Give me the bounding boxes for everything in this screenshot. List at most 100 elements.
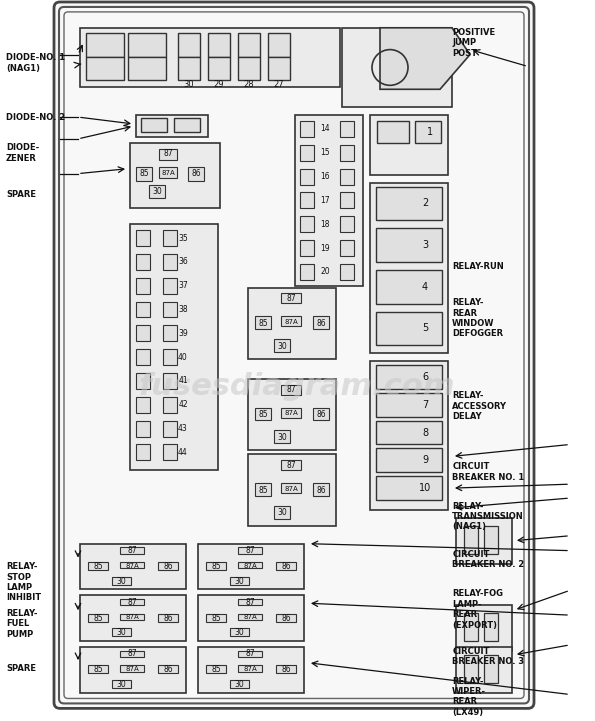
Bar: [370, 182, 448, 353]
Bar: [163, 301, 177, 317]
Bar: [376, 270, 442, 304]
Text: 85: 85: [211, 614, 221, 623]
Bar: [163, 278, 177, 293]
Text: 87A: 87A: [284, 319, 298, 325]
Bar: [377, 121, 409, 143]
Bar: [274, 506, 290, 518]
Text: 39: 39: [178, 329, 188, 338]
Text: 85: 85: [139, 169, 149, 178]
Text: 35: 35: [178, 234, 188, 242]
Text: 44: 44: [178, 448, 188, 457]
Text: RELAY-
TRANSMISSION
(NAG1): RELAY- TRANSMISSION (NAG1): [452, 502, 524, 531]
Text: POSITIVE
JUMP
POST: POSITIVE JUMP POST: [452, 28, 495, 58]
Text: 86: 86: [191, 169, 201, 178]
Text: 87: 87: [286, 461, 296, 469]
Bar: [238, 547, 262, 554]
Bar: [295, 115, 363, 286]
Bar: [268, 56, 290, 80]
Text: 85: 85: [258, 410, 268, 419]
Text: RELAY-
STOP
LAMP
INHIBIT: RELAY- STOP LAMP INHIBIT: [6, 562, 41, 602]
Bar: [80, 647, 186, 692]
Text: RELAY-
REAR
WINDOW
DEFOGGER: RELAY- REAR WINDOW DEFOGGER: [452, 298, 503, 338]
Bar: [136, 444, 150, 460]
Text: 86: 86: [163, 562, 173, 571]
Text: 87: 87: [127, 649, 137, 658]
Bar: [136, 325, 150, 341]
Text: 30: 30: [152, 187, 162, 196]
Bar: [120, 547, 143, 554]
Bar: [206, 665, 226, 673]
Text: 41: 41: [178, 376, 188, 386]
Text: 19: 19: [320, 244, 330, 252]
Text: 85: 85: [258, 486, 268, 495]
Text: 87: 87: [127, 598, 137, 606]
Bar: [484, 526, 498, 554]
Bar: [136, 254, 150, 270]
Bar: [277, 614, 296, 622]
Text: 40: 40: [178, 353, 188, 362]
Text: 17: 17: [320, 196, 330, 205]
Text: SPARE: SPARE: [6, 664, 36, 673]
Text: 5: 5: [422, 324, 428, 333]
Text: RELAY-
WIPER-
REAR
(LX49): RELAY- WIPER- REAR (LX49): [452, 676, 486, 717]
Bar: [238, 32, 260, 56]
Bar: [255, 407, 271, 420]
Text: 87: 87: [286, 294, 296, 303]
Text: 16: 16: [320, 172, 330, 181]
Text: CIRCUIT
BREAKER NO. 2: CIRCUIT BREAKER NO. 2: [452, 549, 524, 569]
Bar: [277, 562, 296, 570]
Bar: [300, 216, 314, 232]
Text: 1: 1: [427, 127, 433, 137]
Text: 86: 86: [281, 665, 291, 674]
Text: 14: 14: [320, 125, 330, 133]
Bar: [415, 121, 441, 143]
Bar: [120, 599, 143, 606]
Text: 86: 86: [316, 410, 326, 419]
Bar: [136, 373, 150, 389]
Bar: [281, 385, 301, 394]
Bar: [300, 264, 314, 280]
Bar: [300, 240, 314, 256]
Text: RELAY-
ACCESSORY
DELAY: RELAY- ACCESSORY DELAY: [452, 392, 507, 421]
Bar: [178, 56, 200, 80]
Text: 85: 85: [93, 665, 103, 674]
Bar: [149, 185, 165, 198]
Bar: [89, 665, 108, 673]
Bar: [198, 544, 304, 589]
Text: 86: 86: [163, 665, 173, 674]
Bar: [136, 349, 150, 365]
Bar: [300, 121, 314, 137]
Text: 30: 30: [277, 433, 287, 442]
Bar: [163, 254, 177, 270]
Bar: [248, 454, 336, 526]
Bar: [238, 56, 260, 80]
Bar: [136, 420, 150, 436]
Bar: [281, 460, 301, 470]
Text: 28: 28: [244, 80, 254, 89]
Bar: [136, 230, 150, 246]
Text: 30: 30: [277, 342, 287, 351]
Bar: [112, 628, 131, 637]
FancyBboxPatch shape: [54, 2, 534, 709]
Bar: [208, 32, 230, 56]
Text: 30: 30: [277, 508, 287, 518]
Bar: [158, 665, 177, 673]
Bar: [376, 477, 442, 500]
Bar: [464, 655, 478, 683]
Text: 30: 30: [234, 628, 244, 637]
Bar: [163, 444, 177, 460]
Bar: [112, 680, 131, 688]
Text: 87: 87: [245, 649, 255, 658]
Text: RELAY-RUN: RELAY-RUN: [452, 262, 504, 270]
Bar: [188, 167, 204, 180]
Text: 15: 15: [320, 149, 330, 157]
Bar: [208, 56, 230, 80]
Text: 10: 10: [419, 483, 431, 493]
Bar: [120, 562, 143, 568]
Bar: [206, 562, 226, 570]
Bar: [281, 483, 301, 493]
Text: 36: 36: [178, 257, 188, 267]
Text: 2: 2: [422, 198, 428, 208]
Bar: [255, 317, 271, 329]
Bar: [130, 143, 220, 208]
